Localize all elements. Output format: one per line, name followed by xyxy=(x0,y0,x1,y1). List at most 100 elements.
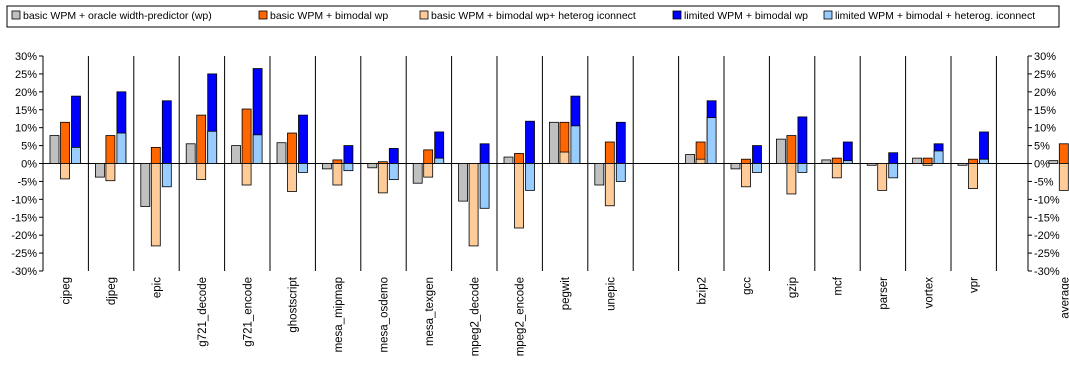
bar xyxy=(595,164,604,186)
bar xyxy=(605,164,614,206)
category-label: ghostscript xyxy=(288,276,300,332)
bar xyxy=(753,164,762,173)
bar xyxy=(560,152,569,163)
bar xyxy=(605,142,614,164)
bar xyxy=(504,157,513,163)
category-label: average xyxy=(1060,277,1069,319)
y-tick-label-left: 10% xyxy=(15,123,37,135)
bar xyxy=(61,164,70,179)
bars xyxy=(50,69,1069,246)
bar xyxy=(459,164,468,202)
bar xyxy=(480,164,489,209)
bar xyxy=(253,135,262,164)
y-tick-label-right: 15% xyxy=(1034,105,1056,117)
y-tick-label-right: -25% xyxy=(1034,248,1060,260)
category-label: parser xyxy=(878,277,890,310)
y-tick-label-left: -30% xyxy=(11,266,37,278)
category-label: epic xyxy=(152,277,164,298)
bar xyxy=(526,164,535,191)
bar xyxy=(242,109,251,163)
category-label: vpr xyxy=(969,277,981,293)
bar xyxy=(923,158,932,163)
bar xyxy=(435,158,444,163)
legend-swatch xyxy=(259,11,267,19)
y-tick-label-right: -30% xyxy=(1034,266,1060,278)
bar xyxy=(333,160,342,164)
y-tick-label-right: -20% xyxy=(1034,230,1060,242)
bar xyxy=(151,147,160,163)
bar xyxy=(515,153,524,163)
bar xyxy=(378,164,387,193)
bar xyxy=(299,164,308,173)
y-tick-label-left: -25% xyxy=(11,248,37,260)
bar xyxy=(197,164,206,180)
y-tick-label-right: 30% xyxy=(1034,51,1056,63)
category-label: gzip xyxy=(787,277,799,298)
bar xyxy=(424,150,433,164)
y-tick-label-left: -5% xyxy=(17,176,37,188)
bar xyxy=(72,147,81,163)
y-tick-label-left: 30% xyxy=(15,51,37,63)
bar xyxy=(1059,164,1068,191)
bar xyxy=(867,164,876,166)
legend-swatch xyxy=(673,11,681,19)
legend-label: basic WPM + bimodal wp xyxy=(270,10,388,22)
bar xyxy=(344,146,353,164)
bar xyxy=(923,164,932,166)
bar xyxy=(50,136,59,164)
legend-swatch xyxy=(824,11,832,19)
bar xyxy=(288,133,297,163)
bar xyxy=(616,122,625,163)
bar xyxy=(787,164,796,194)
category-label: mpeg2_encode xyxy=(515,277,527,356)
category-label: pegwit xyxy=(560,276,572,310)
legend-label: limited WPM + bimodal wp xyxy=(684,10,808,22)
bar xyxy=(344,164,353,171)
bar xyxy=(742,159,751,163)
bar xyxy=(197,115,206,163)
bar xyxy=(571,126,580,164)
bar xyxy=(686,155,695,164)
bar xyxy=(162,101,171,164)
bar xyxy=(1059,144,1068,164)
bar xyxy=(322,164,331,169)
category-label: mcf xyxy=(833,276,845,295)
bar xyxy=(913,158,922,163)
y-tick-label-left: -15% xyxy=(11,212,37,224)
bar xyxy=(61,122,70,163)
bar xyxy=(151,164,160,246)
y-tick-label-right: 10% xyxy=(1034,123,1056,135)
category-label: g721_encode xyxy=(242,277,254,347)
bar xyxy=(549,122,558,163)
bar xyxy=(889,153,898,164)
bar xyxy=(889,164,898,178)
bar xyxy=(934,151,943,164)
legend-swatch xyxy=(420,11,428,19)
bar xyxy=(731,164,740,169)
legend: basic WPM + oracle width-predictor (wp) b… xyxy=(7,6,1059,27)
bar xyxy=(832,158,841,163)
category-label: vortex xyxy=(923,277,935,309)
bar xyxy=(980,159,989,163)
bar xyxy=(742,164,751,187)
y-tick-label-left: -20% xyxy=(11,230,37,242)
y-tick-label-left: 20% xyxy=(15,87,37,99)
legend-label: basic WPM + oracle width-predictor (wp) xyxy=(23,10,212,22)
bar xyxy=(616,164,625,182)
category-label: mesa_osdemo xyxy=(379,277,391,352)
y-tick-label-right: 25% xyxy=(1034,69,1056,81)
bar xyxy=(798,117,807,164)
bar xyxy=(980,132,989,164)
bar xyxy=(413,164,422,184)
y-tick-label-right: -15% xyxy=(1034,212,1060,224)
bar xyxy=(106,136,115,164)
bar xyxy=(232,146,241,164)
legend-swatch xyxy=(12,11,20,19)
bar xyxy=(822,160,831,164)
legend-label: basic WPM + bimodal wp+ heterog iconnect xyxy=(431,10,636,22)
bar xyxy=(288,164,297,192)
category-label: mesa_texgen xyxy=(424,277,436,346)
